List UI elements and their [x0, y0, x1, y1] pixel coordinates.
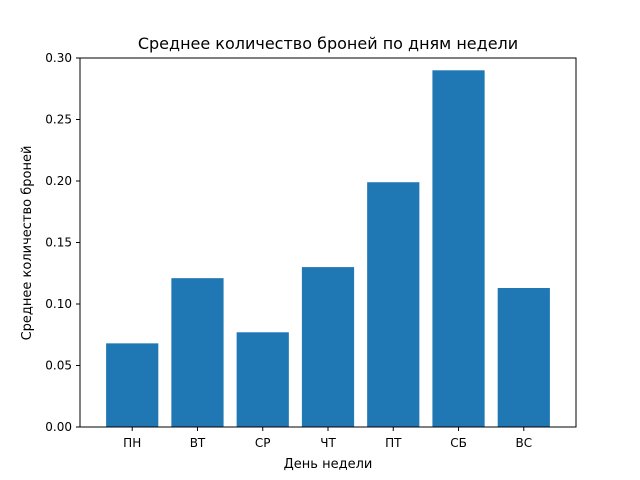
- y-tick-label: 0.15: [45, 236, 72, 250]
- y-tick-label: 0.20: [45, 174, 72, 188]
- bar-7: [497, 288, 550, 427]
- y-axis-label: Среднее количество броней: [20, 146, 35, 341]
- bar-5: [367, 182, 420, 427]
- y-tick-label: 0.30: [45, 51, 72, 65]
- x-axis-label: День недели: [284, 457, 373, 472]
- x-tick-label: ЧТ: [320, 436, 336, 450]
- x-tick-label: ВС: [515, 436, 532, 450]
- y-tick-label: 0.00: [45, 420, 72, 434]
- y-tick-label: 0.10: [45, 297, 72, 311]
- x-tick-label: ПН: [123, 436, 141, 450]
- y-tick-label: 0.05: [45, 359, 72, 373]
- plot-area: ПН ВТ СР ЧТ ПТ СБ ВС 0.00 0.05 0.10 0.15 0.20 0.25 0.…: [45, 51, 577, 450]
- bar-3: [236, 332, 289, 427]
- y-tick-label: 0.25: [45, 113, 72, 127]
- x-tick-label: СБ: [450, 436, 467, 450]
- x-tick-label: ВТ: [190, 436, 206, 450]
- bar-6: [432, 70, 485, 428]
- bar-1: [106, 343, 159, 427]
- chart-title: Среднее количество броней по дням недели: [138, 34, 518, 53]
- bar-2: [171, 278, 224, 427]
- x-tick-label: СР: [255, 436, 271, 450]
- bar-4: [301, 267, 355, 427]
- x-tick-label: ПТ: [385, 436, 402, 450]
